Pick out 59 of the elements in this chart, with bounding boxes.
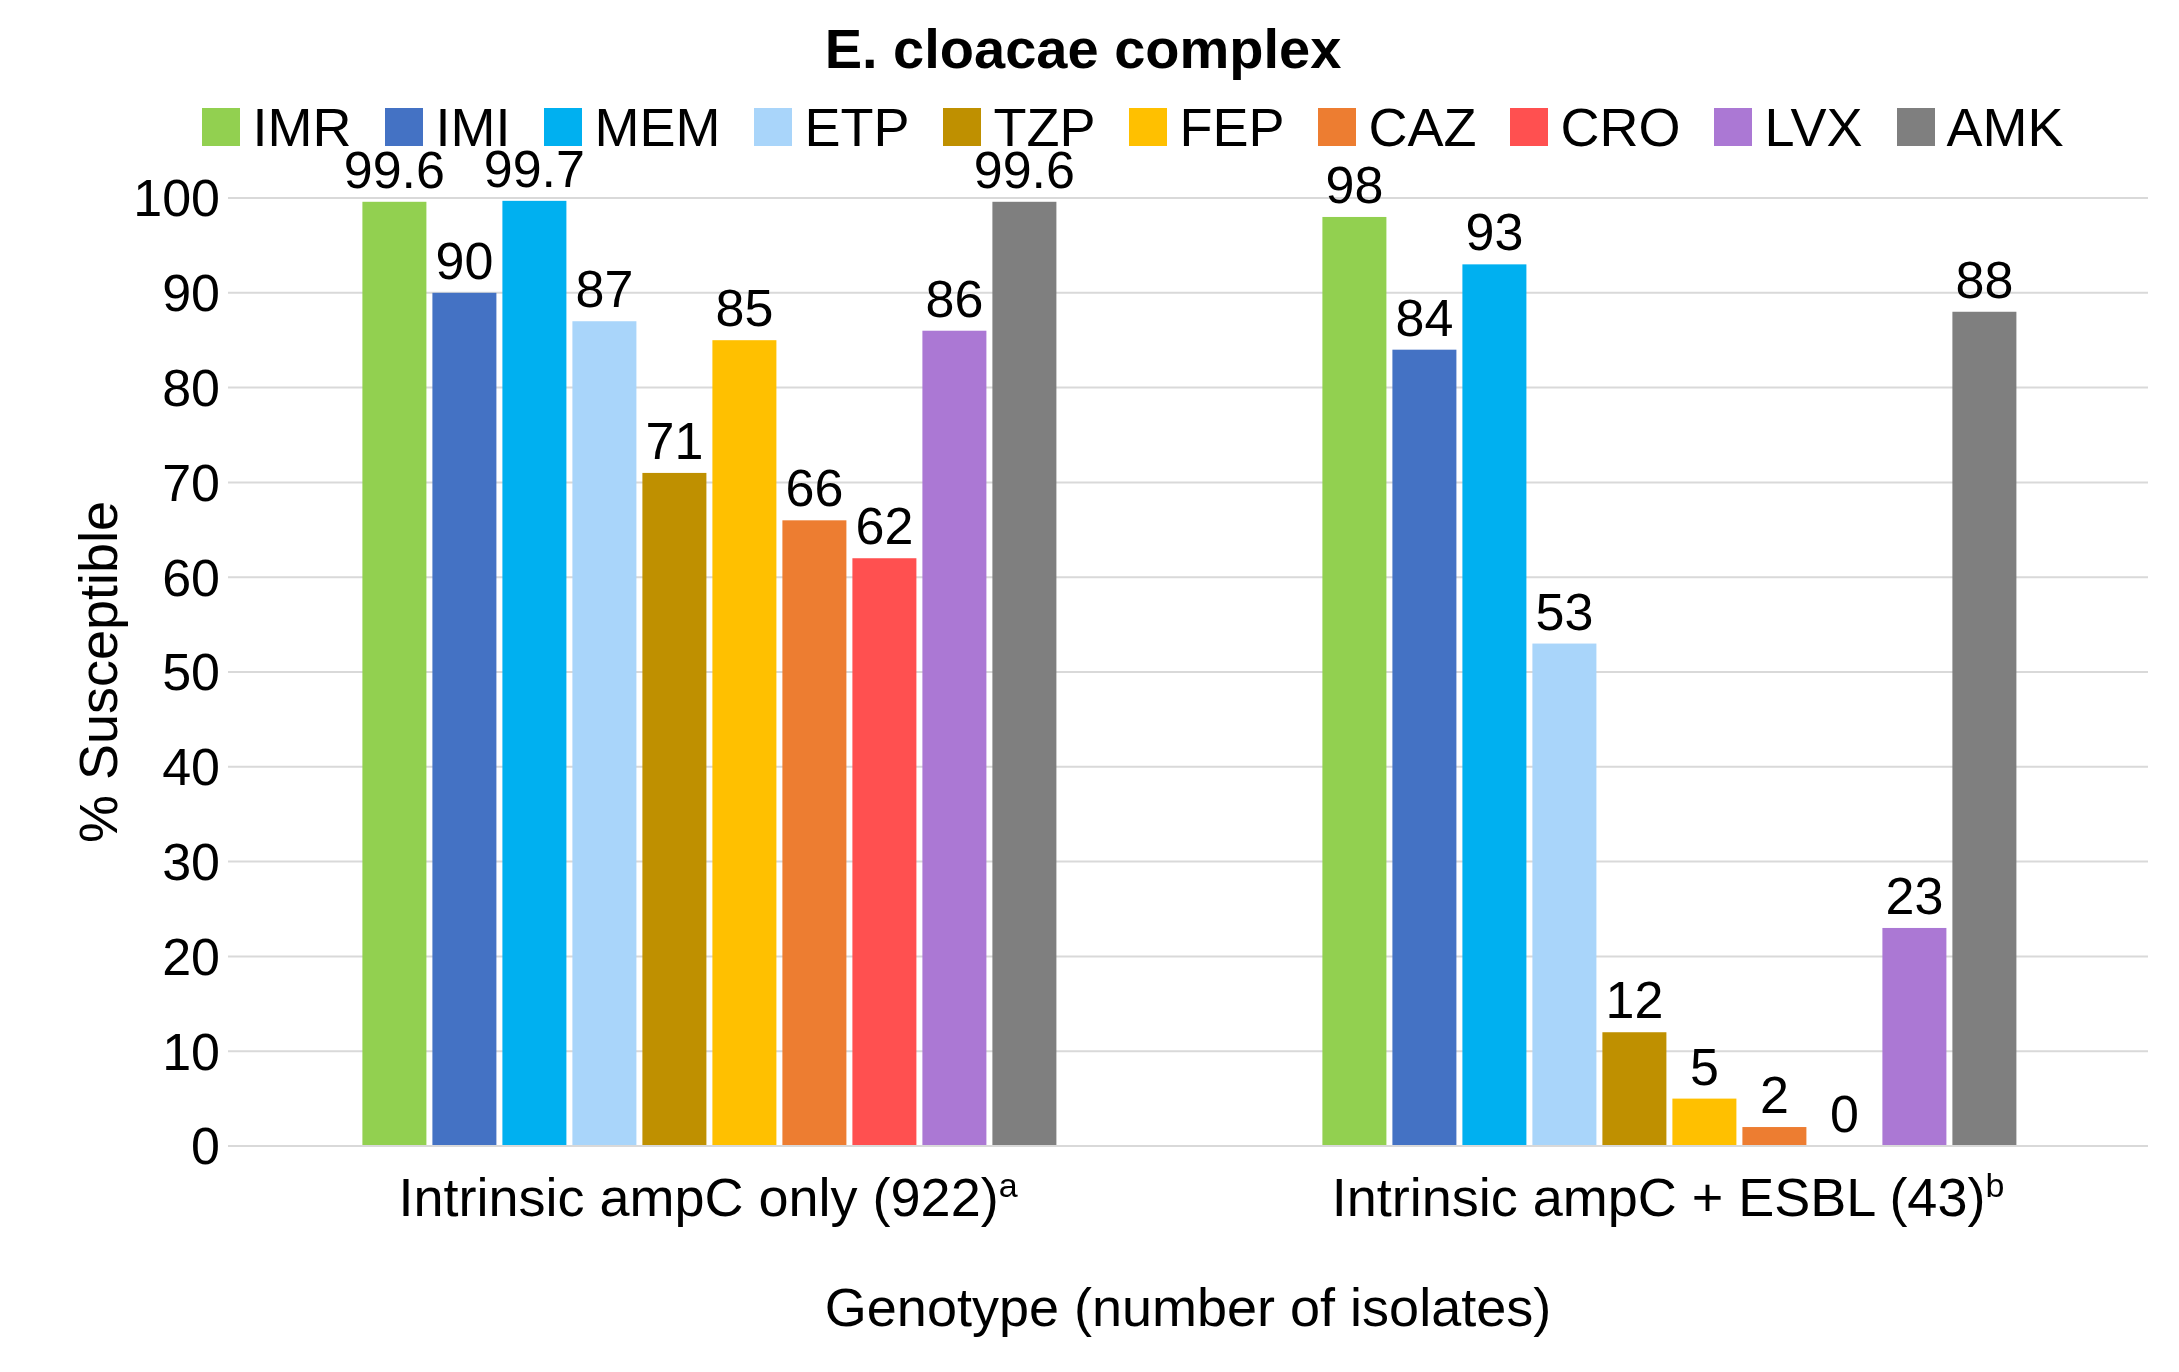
legend-label: FEP [1179,96,1285,158]
x-tick-label: Intrinsic ampC only (922)$^{a}$ [398,1166,1018,1227]
data-label: 88 [1955,250,2014,309]
bar [852,558,917,1146]
data-label: 53 [1535,582,1594,641]
x-tick-label: Intrinsic ampC + ESBL (43)$^{b}$ [1331,1166,2005,1227]
y-axis-title: % Susceptible [68,500,129,844]
y-tick-label: 70 [162,453,220,512]
bar [1532,643,1597,1146]
data-label: 90 [435,231,494,290]
bar [1882,927,1947,1146]
y-tick-label: 0 [191,1117,220,1176]
bar [922,330,987,1146]
data-label: 85 [715,279,774,338]
bar [1952,311,2017,1146]
y-tick-label: 100 [133,169,220,228]
legend-label: ETP [804,96,910,158]
y-tick-label: 10 [162,1022,220,1081]
legend-label: AMK [1946,96,2064,158]
bar [502,200,567,1146]
data-label: 5 [1689,1037,1719,1096]
data-label: 12 [1605,971,1664,1030]
data-label: 98 [1325,155,1384,214]
data-label: 84 [1395,288,1454,347]
bar [1742,1127,1807,1146]
data-label: 86 [925,269,984,328]
y-tick-label: 40 [162,738,220,797]
data-label: 2 [1759,1066,1789,1125]
bar [992,201,1057,1146]
data-label: 71 [645,411,704,470]
data-label: 87 [575,260,634,319]
data-label: 0 [1829,1085,1859,1143]
legend-label: CAZ [1368,96,1477,158]
y-tick-label: 50 [162,643,220,702]
data-label: 93 [1465,203,1524,262]
bar [1322,216,1387,1146]
y-tick-label: 80 [162,359,220,418]
x-axis-title: Genotype (number of isolates) [824,1277,1552,1337]
bar [1672,1098,1737,1146]
bar [572,321,637,1146]
bar [1462,264,1527,1146]
bar [362,201,427,1146]
y-tick-label: 60 [162,548,220,607]
bar [1602,1032,1667,1146]
data-label: 66 [785,459,844,518]
chart-title: E. cloacae complex [823,16,1343,82]
bar [432,292,497,1146]
legend-label: LVX [1764,96,1863,158]
y-tick-label: 90 [162,264,220,323]
y-tick-label: 20 [162,927,220,986]
data-label: 23 [1885,866,1944,925]
legend-label: CRO [1560,96,1681,158]
y-tick-label: 30 [162,833,220,892]
legend-label: MEM [594,96,721,158]
bar [782,520,847,1146]
bar [1392,349,1457,1146]
bar [642,472,707,1146]
bar [712,340,777,1146]
data-label: 62 [855,497,914,556]
